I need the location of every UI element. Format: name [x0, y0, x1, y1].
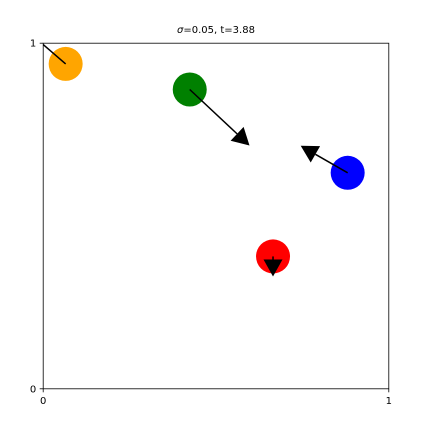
- y-tick-label: 0: [30, 384, 36, 395]
- velocity-arrow-shaft: [315, 153, 349, 174]
- axis-ticks: 0 1 0 1: [30, 39, 392, 407]
- chart-title: σ=0.05, t=3.88: [177, 25, 255, 36]
- particle-3: [300, 145, 365, 190]
- velocity-arrow-head: [230, 126, 250, 146]
- particle-dot: [48, 46, 83, 81]
- particle-4: [256, 239, 291, 277]
- velocity-arrow-shaft: [43, 44, 67, 65]
- axes-frame: [42, 42, 390, 390]
- particle-1: [43, 44, 83, 81]
- x-tick-label: 0: [40, 396, 46, 407]
- velocity-arrow-shaft: [189, 88, 238, 135]
- velocity-arrow-head: [263, 259, 283, 277]
- plot-inner: [43, 44, 365, 277]
- x-tick-label: 1: [386, 396, 392, 407]
- particle-2: [172, 72, 250, 146]
- y-tick-label: 1: [30, 39, 36, 50]
- plot-area: [43, 44, 365, 277]
- chart-title-symbol: σ: [177, 25, 184, 36]
- velocity-arrow-head: [300, 145, 321, 163]
- chart-title-text: =0.05, t=3.88: [183, 25, 255, 36]
